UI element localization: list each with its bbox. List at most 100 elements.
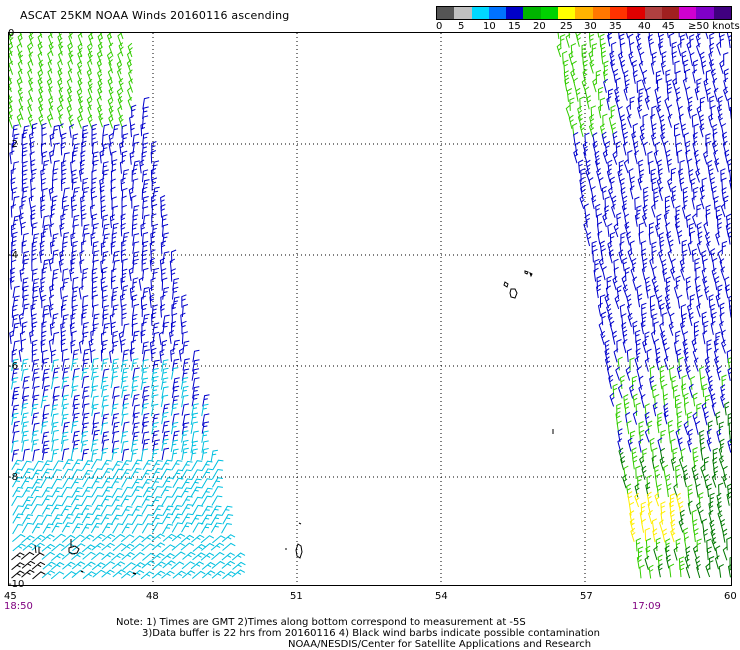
wind-barb xyxy=(11,240,17,254)
wind-barb xyxy=(705,69,712,83)
wind-barb xyxy=(629,384,635,399)
wind-barb xyxy=(689,294,696,308)
wind-barb xyxy=(21,150,28,164)
wind-barb xyxy=(702,330,708,345)
wind-barb xyxy=(91,177,97,191)
wind-barb xyxy=(629,357,635,371)
wind-barb xyxy=(688,311,694,327)
wind-barb xyxy=(142,341,149,355)
wind-barb xyxy=(652,447,658,462)
wind-barb xyxy=(723,68,729,83)
wind-barb xyxy=(62,570,77,580)
wind-barb xyxy=(92,223,99,236)
wind-barb xyxy=(181,439,189,453)
wind-barb xyxy=(31,503,43,515)
wind-barb xyxy=(641,465,647,480)
wind-barb xyxy=(122,513,134,525)
wind-barb xyxy=(72,143,80,156)
wind-barb xyxy=(711,537,717,552)
wind-barb xyxy=(670,519,676,534)
wind-barb xyxy=(664,195,671,209)
wind-barb xyxy=(112,421,120,435)
wind-barb xyxy=(640,501,646,516)
wind-barb xyxy=(708,113,714,128)
wind-barb xyxy=(81,276,87,290)
wind-barb xyxy=(62,314,69,327)
wind-barb xyxy=(619,114,625,129)
wind-barb xyxy=(101,523,113,534)
wind-barb xyxy=(48,105,54,120)
wind-barb xyxy=(594,258,600,273)
wind-barb xyxy=(646,491,652,506)
wind-barb xyxy=(82,386,90,399)
wind-barb xyxy=(20,402,29,416)
wind-barb xyxy=(171,395,180,408)
wind-barb xyxy=(112,222,119,236)
wind-barb xyxy=(730,502,731,509)
wind-barb xyxy=(71,240,78,254)
wind-barb xyxy=(685,214,692,228)
legend-swatch xyxy=(471,7,489,19)
wind-barb xyxy=(91,552,105,561)
wind-barb xyxy=(40,395,48,408)
wind-barb xyxy=(141,543,155,552)
wind-barb xyxy=(636,79,642,93)
wind-barb xyxy=(31,359,40,372)
lon-label-54: 54 xyxy=(435,591,448,602)
wind-barb xyxy=(71,469,83,480)
wind-barb xyxy=(141,469,153,480)
wind-barb xyxy=(657,437,663,452)
wind-barb xyxy=(636,284,642,299)
wind-barb xyxy=(52,331,60,345)
wind-barb xyxy=(650,168,656,183)
wind-barb xyxy=(574,141,581,156)
wind-barb xyxy=(607,240,613,255)
wind-barb xyxy=(666,86,673,101)
wind-barb xyxy=(151,194,157,209)
wind-barb xyxy=(181,561,196,570)
wind-barb xyxy=(685,140,691,155)
wind-barb xyxy=(693,329,700,344)
wind-barb xyxy=(11,570,25,579)
wind-barb xyxy=(201,403,209,417)
wind-barb xyxy=(52,313,59,326)
wind-barb xyxy=(638,438,644,453)
wind-barb xyxy=(682,186,688,201)
wind-barb xyxy=(12,430,20,444)
wind-barb xyxy=(21,569,35,578)
wind-barb xyxy=(660,132,666,147)
wind-barb xyxy=(708,294,714,308)
wind-barb xyxy=(12,523,24,535)
wind-barb xyxy=(608,249,614,264)
wind-barb xyxy=(128,186,134,201)
wind-barb xyxy=(670,438,676,453)
wind-barb xyxy=(31,561,46,570)
wind-barb xyxy=(61,358,70,371)
wind-barb xyxy=(721,187,727,201)
wind-barb xyxy=(120,543,135,552)
wind-barb xyxy=(111,403,119,416)
wind-barb xyxy=(599,240,605,255)
wind-barb xyxy=(40,276,46,291)
wind-barb xyxy=(101,133,108,147)
wind-barb xyxy=(82,331,89,345)
wind-barb xyxy=(222,571,236,580)
wind-barb xyxy=(695,483,701,498)
wind-barb xyxy=(102,322,110,336)
wind-barb xyxy=(601,185,607,200)
wind-barb xyxy=(21,368,29,381)
wind-barb xyxy=(100,376,108,390)
wind-barb xyxy=(171,522,183,533)
wind-barb xyxy=(695,168,701,183)
wind-barb xyxy=(121,258,128,272)
wind-barb xyxy=(62,477,74,489)
wind-barb xyxy=(728,295,731,309)
wind-barb xyxy=(161,496,173,507)
wind-barb xyxy=(82,551,96,560)
wind-barb xyxy=(710,177,716,191)
wind-barb xyxy=(717,95,723,110)
wind-barb xyxy=(691,338,697,353)
wind-barb xyxy=(611,203,616,218)
wind-barb xyxy=(210,514,222,525)
wind-barb xyxy=(28,77,34,92)
